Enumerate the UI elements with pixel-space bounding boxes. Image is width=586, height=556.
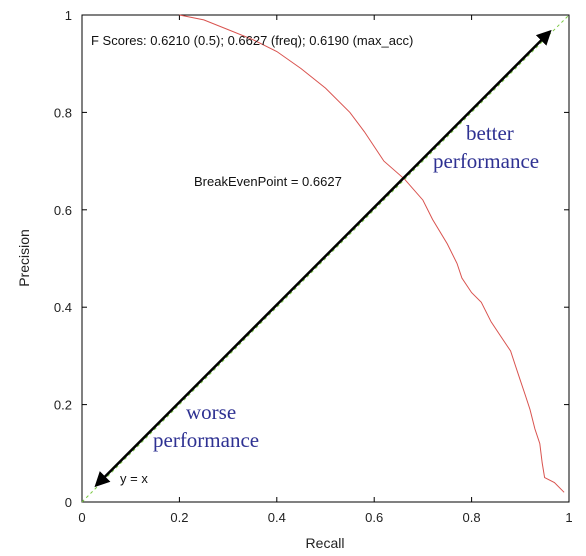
x-tick-label: 0.6: [365, 510, 383, 525]
y-axis-label: Precision: [16, 229, 32, 287]
better-label: better: [466, 121, 514, 145]
x-tick-label: 0.8: [463, 510, 481, 525]
y-tick-label: 0.4: [54, 300, 72, 315]
y-axis-ticks: 0 0.2 0.4 0.6 0.8 1: [54, 8, 569, 510]
plot-frame: [81, 14, 570, 503]
worse-performance-label: performance: [153, 428, 259, 452]
x-tick-label: 0.4: [268, 510, 286, 525]
worse-label: worse: [186, 400, 236, 424]
x-axis-label: Recall: [306, 535, 345, 551]
y-tick-label: 0.6: [54, 203, 72, 218]
x-tick-label: 1: [565, 510, 572, 525]
precision-recall-curve: [179, 14, 565, 493]
y-tick-label: 1: [65, 8, 72, 23]
y-tick-label: 0.2: [54, 398, 72, 413]
yx-label: y = x: [120, 471, 148, 486]
f-scores-annotation: F Scores: 0.6210 (0.5); 0.6627 (freq); 0…: [91, 33, 413, 48]
y-tick-label: 0: [65, 495, 72, 510]
x-tick-label: 0.2: [170, 510, 188, 525]
y-tick-label: 0.8: [54, 105, 72, 120]
diagonal-double-arrow: [94, 29, 552, 488]
x-axis-ticks: 0 0.2 0.4 0.6 0.8 1: [78, 15, 573, 525]
better-performance-label: performance: [433, 149, 539, 173]
break-even-annotation: BreakEvenPoint = 0.6627: [194, 174, 342, 189]
x-tick-label: 0: [78, 510, 85, 525]
